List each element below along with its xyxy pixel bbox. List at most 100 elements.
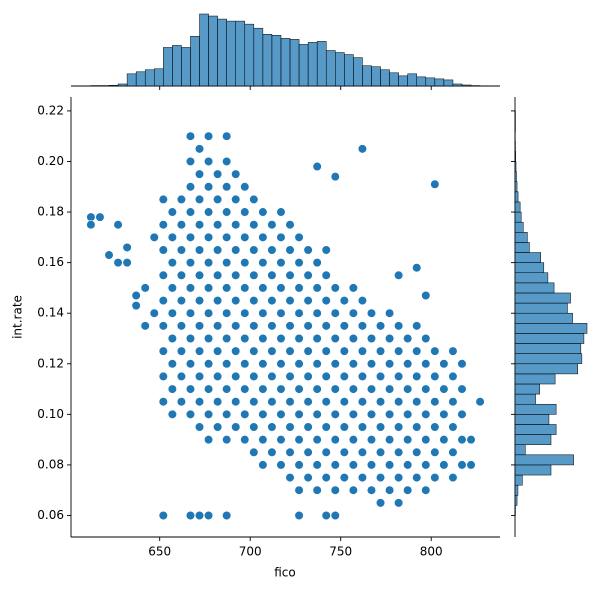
scatter-point [249,447,259,457]
y-tick-label: 0.16 [37,255,64,269]
scatter-point [421,359,431,369]
scatter-point [203,359,214,369]
histogram-bar [163,47,173,87]
scatter-point [213,295,223,306]
histogram-bar [514,312,573,324]
scatter-point [303,472,313,483]
scatter-point [267,447,277,457]
scatter-point [213,169,223,179]
scatter-point [394,422,404,432]
scatter-point [222,232,232,242]
scatter-point [430,472,440,483]
scatter-point [249,422,259,432]
histogram-bar [514,151,516,162]
scatter-point [185,182,196,192]
scatter-point [357,472,368,483]
histogram-bar [407,73,417,87]
scatter-point [176,270,187,280]
scatter-point [366,384,377,394]
scatter-point [384,409,395,419]
scatter-point [366,435,377,445]
scatter-point [203,131,214,141]
scatter-point [312,308,322,318]
scatter-point [294,510,304,521]
scatter-point [185,384,196,394]
scatter-point [231,422,241,432]
histogram-bar [144,69,155,87]
scatter-point [457,435,467,445]
scatter-point [222,308,232,318]
y-tick-label: 0.22 [37,103,64,117]
scatter-point [321,447,331,457]
y-tick-label: 0.12 [37,356,64,370]
scatter-point [375,397,386,407]
scatter-point [276,333,286,344]
scatter-point [330,409,340,419]
scatter-point [457,409,467,419]
x-tick-label: 700 [239,545,262,559]
scatter-point [203,409,214,419]
scatter-point [276,258,286,268]
scatter-point [412,263,422,273]
scatter-point [258,308,268,318]
scatter-point [222,258,232,268]
scatter-point [194,371,205,382]
scatter-point [412,397,422,407]
scatter-point [348,333,358,344]
scatter-point [213,397,223,407]
scatter-point [267,371,277,382]
scatter-point [321,270,331,280]
scatter-point [421,384,431,394]
histogram-bar [135,71,146,87]
scatter-point [285,422,295,432]
scatter-point [194,245,205,255]
scatter-point [258,283,268,293]
scatter-point [285,447,295,457]
scatter-point [167,207,177,217]
scatter-point [203,384,214,394]
scatter-point [258,409,268,419]
scatter-point [158,510,168,521]
scatter-point [348,308,358,318]
scatter-point [403,333,413,344]
histogram-bar [434,78,445,87]
scatter-point [249,321,259,331]
scatter-point [131,301,141,311]
scatter-point [357,321,368,331]
scatter-point [339,371,349,382]
scatter-point [258,333,268,344]
histogram-bar [514,373,556,385]
histogram-bar [362,65,372,87]
scatter-point [194,295,205,306]
scatter-point [403,460,413,470]
histogram-bar [154,68,164,87]
scatter-point [321,321,331,331]
scatter-point [285,270,295,280]
scatter-point [348,384,358,394]
scatter-point [403,435,413,445]
scatter-point [158,321,168,331]
scatter-point [258,384,268,394]
y-axis-label: int.rate [11,295,25,339]
scatter-point [176,194,187,205]
histogram-bar [514,171,517,182]
scatter-point [249,270,259,280]
scatter-point [240,384,250,394]
scatter-point [366,359,377,369]
scatter-point [240,435,250,445]
scatter-point [366,460,377,470]
scatter-point [448,472,458,483]
scatter-point [303,321,313,331]
x-tick-label: 650 [148,545,171,559]
scatter-point [185,207,196,217]
scatter-point [294,333,304,344]
scatter-point [348,283,358,293]
scatter-point [231,194,241,205]
scatter-point [394,472,404,483]
scatter-point [213,422,223,432]
scatter-point [439,460,449,470]
scatter-point [158,270,168,280]
histogram-bar [514,383,540,395]
scatter-point [312,333,322,344]
